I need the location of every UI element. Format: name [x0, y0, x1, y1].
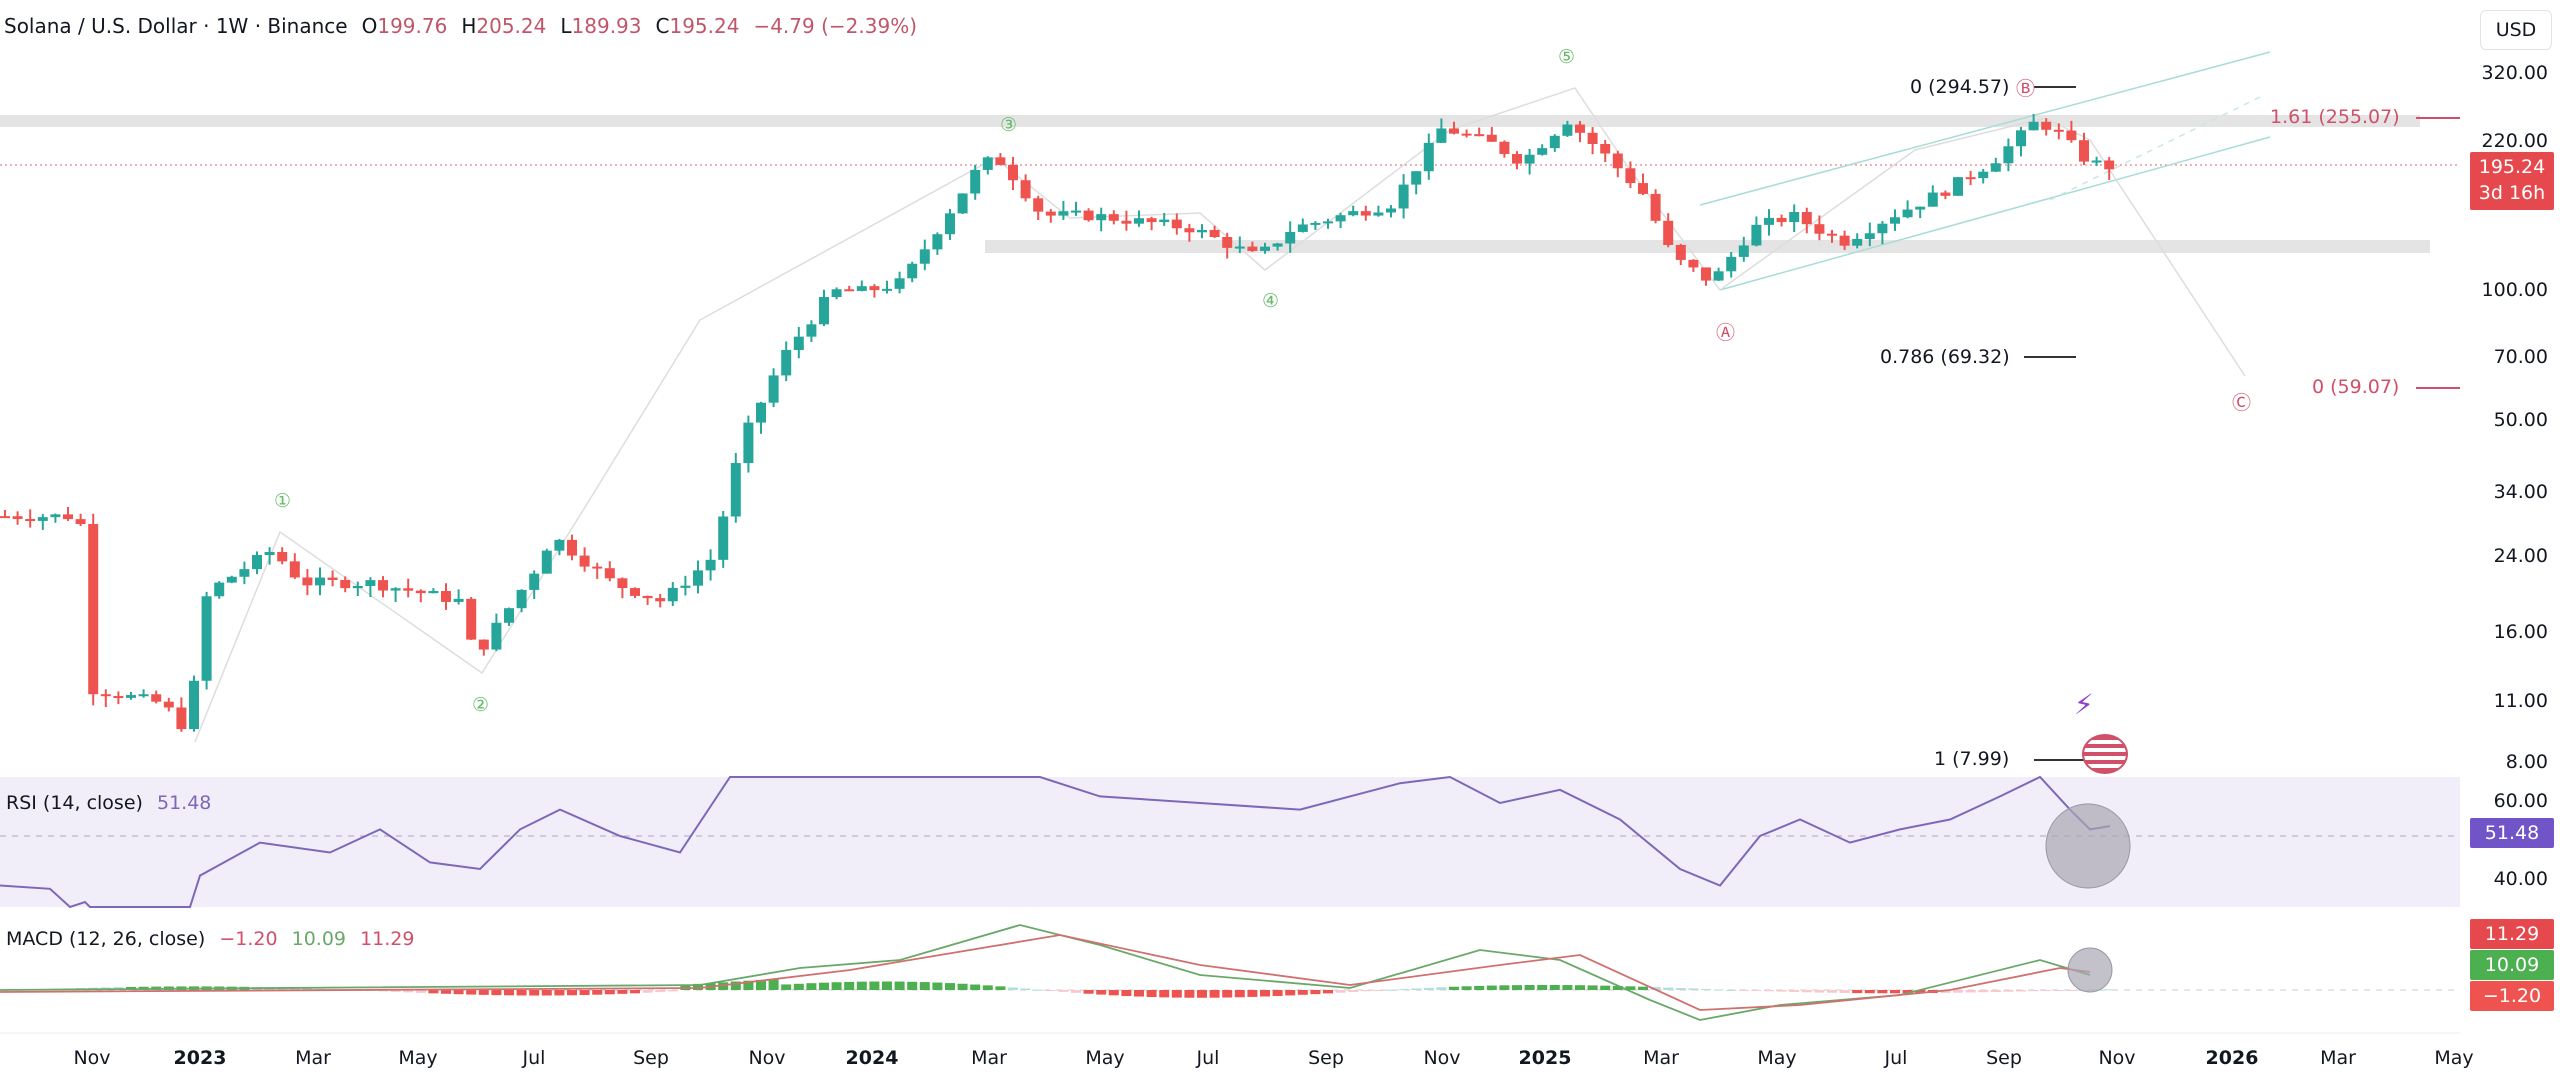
currency-button[interactable]: USD [2480, 10, 2552, 50]
rsi-axis-label: 40.00 [2493, 868, 2548, 890]
wave-a-label: Ⓐ [1716, 322, 1736, 344]
candlesticks [0, 114, 2115, 732]
time-axis-label: Nov [1423, 1047, 1461, 1069]
rsi-legend[interactable]: RSI (14, close) 51.48 [6, 792, 211, 814]
channel-upper [1699, 51, 2271, 206]
time-axis-label: Sep [1308, 1047, 1344, 1069]
price-chart-canvas[interactable] [0, 0, 2460, 1040]
low-value: 189.93 [571, 14, 642, 38]
price-axis-label: 100.00 [2481, 279, 2548, 301]
price-axis-label: 8.00 [2505, 751, 2548, 773]
time-axis-label: 2023 [173, 1047, 227, 1069]
rsi-line [0, 775, 2111, 909]
close-label: C [655, 14, 670, 38]
macd-legend[interactable]: MACD (12, 26, close) −1.20 10.09 11.29 [6, 928, 414, 950]
rsi-value: 51.48 [156, 792, 212, 814]
high-value: 205.24 [476, 14, 547, 38]
signal-value-tag: 11.29 [2470, 919, 2554, 949]
rsi-title: RSI (14, close) [6, 792, 143, 814]
fib-0786-text: 0.786 (69.32) [1880, 346, 2010, 368]
price-axis-label: 11.00 [2493, 690, 2548, 712]
signal-value: 11.29 [360, 928, 415, 950]
time-axis-label: 2024 [845, 1047, 899, 1069]
time-axis-label: Nov [2098, 1047, 2136, 1069]
support-zone [985, 240, 2430, 253]
signal-line [0, 934, 2091, 1011]
symbol-legend: Solana / U.S. Dollar · 1W · Binance O 199… [4, 14, 917, 38]
time-axis-label: May [1757, 1047, 1797, 1069]
low-label: L [560, 14, 572, 38]
time-axis-label: Mar [971, 1047, 1007, 1069]
macd-value-tag: 10.09 [2470, 950, 2554, 980]
time-axis-label: May [398, 1047, 438, 1069]
price-axis-label: 70.00 [2493, 346, 2548, 368]
price-axis-label: 220.00 [2481, 130, 2548, 152]
resistance-zone [0, 115, 2420, 127]
open-value: 199.76 [377, 14, 448, 38]
price-axis-label: 16.00 [2493, 621, 2548, 643]
channel-lower [1719, 136, 2271, 291]
time-axis-label: Nov [748, 1047, 786, 1069]
rsi-highlight-circle [2045, 803, 2131, 889]
wave-4-label: ④ [1262, 290, 1280, 312]
time-axis-label: 2026 [2205, 1047, 2259, 1069]
price-axis-label: 50.00 [2493, 409, 2548, 431]
us-economic-event-icon[interactable] [2082, 734, 2128, 774]
time-axis-label: Jul [1196, 1047, 1220, 1069]
macd-histogram [0, 979, 2115, 998]
wave-5-label: ⑤ [1558, 46, 1576, 68]
fib-c-text: 0 (59.07) [2312, 376, 2400, 398]
change-value: −4.79 (−2.39%) [753, 14, 917, 38]
time-axis-label: Nov [73, 1047, 111, 1069]
price-axis-label: 34.00 [2493, 481, 2548, 503]
fib-1-text: 1 (7.99) [1934, 748, 2010, 770]
time-axis-label: Jul [1884, 1047, 1908, 1069]
macd-histogram-value: −1.20 [219, 928, 278, 950]
fib-161-text: 1.61 (255.07) [2270, 106, 2400, 128]
macd-value: 10.09 [291, 928, 347, 950]
wave-c-label: Ⓒ [2232, 392, 2252, 414]
time-axis-label: Mar [295, 1047, 331, 1069]
wave-3-label: ③ [1000, 114, 1018, 136]
time-axis-label: Jul [522, 1047, 546, 1069]
time-axis-label: May [2434, 1047, 2474, 1069]
wave-b-label: Ⓑ [2016, 78, 2036, 100]
price-axis-label: 24.00 [2493, 545, 2548, 567]
current-price-value: 195.24 [2478, 156, 2546, 178]
time-axis-label: May [1085, 1047, 1125, 1069]
macd-highlight-circle [2067, 947, 2113, 993]
rsi-axis-label: 60.00 [2493, 790, 2548, 812]
open-label: O [361, 14, 378, 38]
time-axis-label: Mar [1643, 1047, 1679, 1069]
channel-mid [2049, 96, 2261, 201]
time-axis-label: 2025 [1518, 1047, 1572, 1069]
time-axis-label: Mar [2320, 1047, 2356, 1069]
wave-2-label: ② [472, 694, 490, 716]
time-axis-label: Sep [633, 1047, 669, 1069]
price-axis-label: 320.00 [2481, 62, 2548, 84]
macd-title: MACD (12, 26, close) [6, 928, 206, 950]
elliott-wave-path [194, 87, 2246, 743]
fib-b-text: 0 (294.57) [1910, 76, 2010, 98]
close-value: 195.24 [669, 14, 740, 38]
symbol-title[interactable]: Solana / U.S. Dollar · 1W · Binance [4, 14, 348, 38]
current-price-tag: 195.24 3d 16h [2470, 152, 2554, 210]
bar-countdown: 3d 16h [2478, 182, 2546, 204]
histogram-value-tag: −1.20 [2470, 981, 2554, 1011]
wave-1-label: ① [274, 490, 292, 512]
macd-line [0, 924, 2091, 1021]
lightning-event-icon[interactable]: ⚡ [2074, 688, 2094, 721]
time-axis-label: Sep [1986, 1047, 2022, 1069]
high-label: H [461, 14, 477, 38]
rsi-value-tag: 51.48 [2470, 818, 2554, 848]
